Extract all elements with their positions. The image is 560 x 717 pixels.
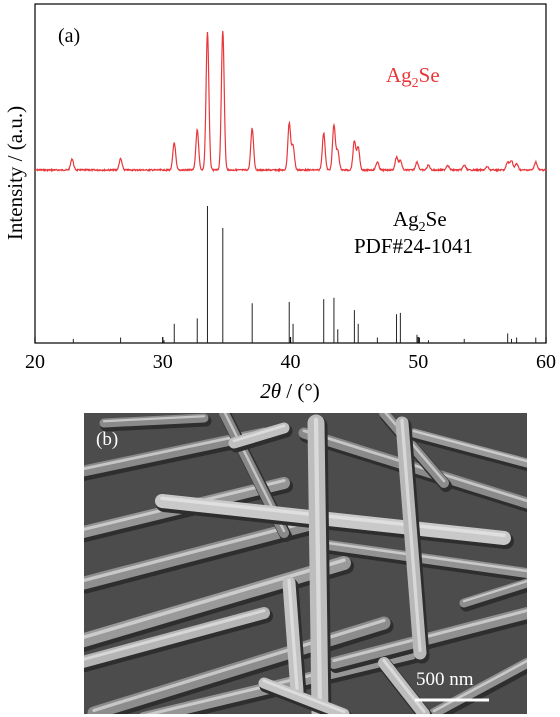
nanowire bbox=[155, 494, 511, 545]
nanowire bbox=[84, 516, 321, 590]
x-tick-label: 60 bbox=[536, 351, 556, 373]
x-tick-label: 20 bbox=[25, 351, 45, 373]
nanowire bbox=[84, 556, 351, 648]
nanowire bbox=[84, 607, 270, 668]
nanowire bbox=[429, 658, 527, 714]
x-tick-labels: 20 30 40 50 60 bbox=[25, 351, 556, 373]
sem-micrograph: (b) 500 nm bbox=[84, 413, 527, 714]
plot-frame bbox=[34, 3, 547, 344]
panel-label-a: (a) bbox=[58, 25, 80, 47]
reference-sticks bbox=[72, 206, 537, 343]
nanowire bbox=[298, 427, 527, 509]
x-ticks bbox=[34, 337, 547, 343]
nanowire bbox=[99, 413, 209, 428]
scale-bar-label: 500 nm bbox=[416, 669, 474, 690]
y-axis-label: Intensity / (a.u.) bbox=[3, 106, 27, 240]
nanowire bbox=[258, 677, 350, 714]
x-tick-label: 30 bbox=[153, 351, 173, 373]
nanowire bbox=[409, 428, 527, 468]
series-label-measured: Ag2Se bbox=[386, 63, 440, 91]
x-tick-label: 50 bbox=[408, 351, 428, 373]
nanowire bbox=[87, 616, 391, 714]
series-label-reference-pdf: PDF#24-1041 bbox=[354, 234, 473, 258]
xrd-chart: 20 30 40 50 60 (a) Ag2Se Ag2Se PDF#24-1041 I… bbox=[3, 3, 556, 403]
x-tick-label: 40 bbox=[281, 351, 301, 373]
nanowire bbox=[459, 578, 527, 608]
nanowire-foreground bbox=[84, 414, 514, 714]
panel-label-b: (b) bbox=[96, 429, 119, 450]
measured-pattern-line bbox=[34, 30, 547, 173]
x-axis-label: 2θ / (°) bbox=[260, 379, 320, 403]
nanowire bbox=[328, 607, 527, 669]
nanowire bbox=[228, 422, 290, 449]
nanowire bbox=[379, 413, 449, 488]
series-label-reference: Ag2Se bbox=[393, 207, 447, 235]
